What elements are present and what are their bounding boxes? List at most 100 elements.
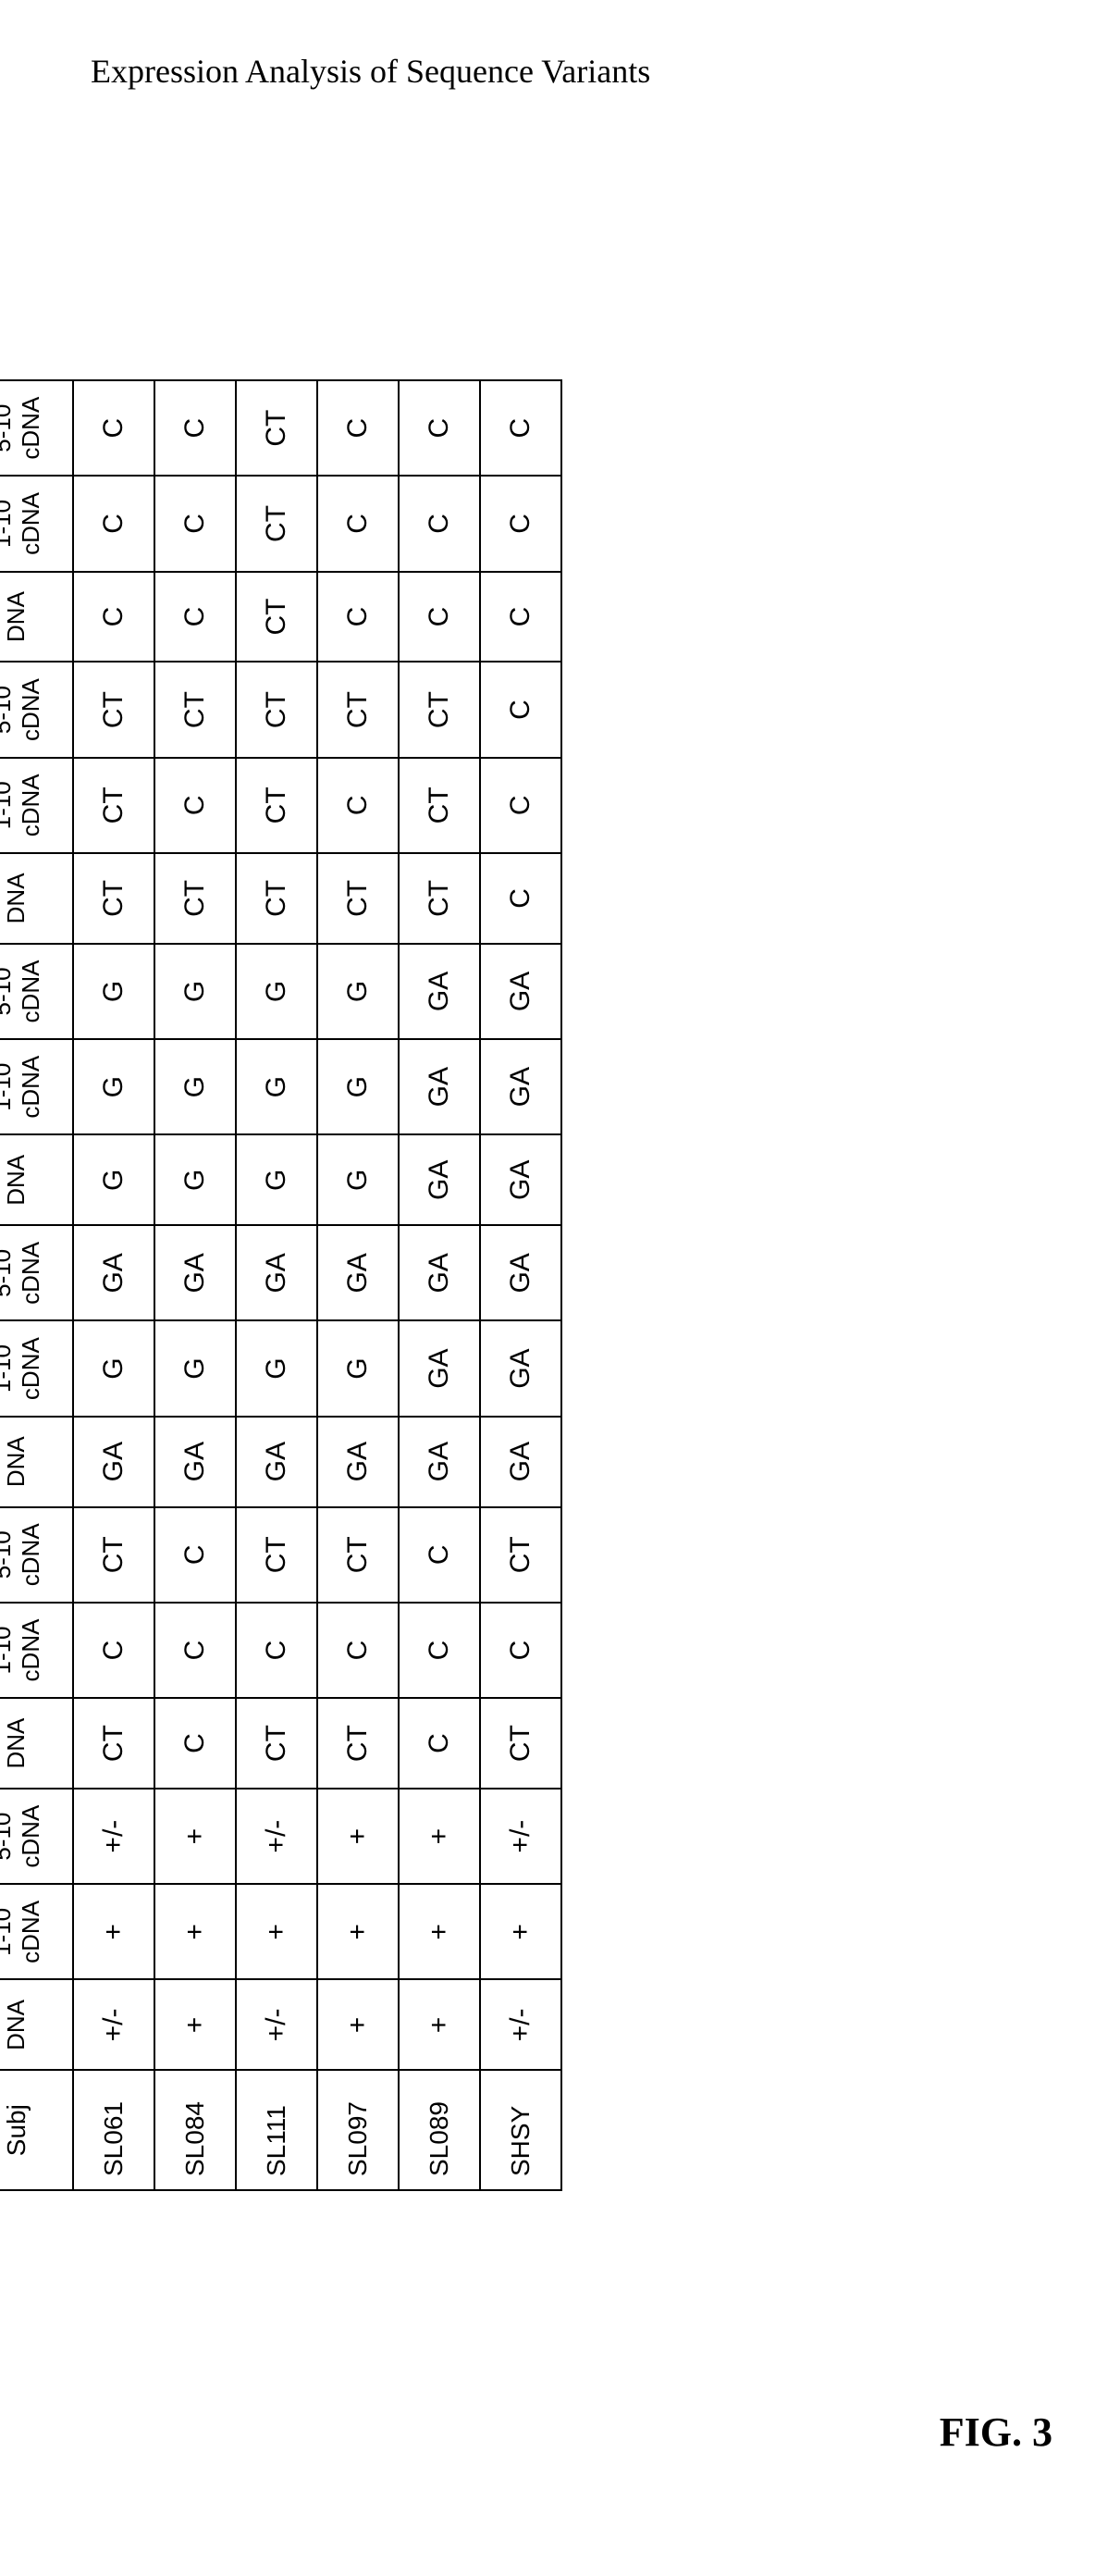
data-cell: +/- (480, 1980, 561, 2071)
subj-cell: SL089 (399, 2070, 480, 2190)
data-cell: GA (480, 1134, 561, 1225)
data-cell: G (317, 1320, 399, 1416)
data-cell: C (73, 476, 154, 571)
data-cell: CT (480, 1507, 561, 1603)
data-cell: CT (236, 1698, 317, 1789)
data-cell: +/- (236, 1789, 317, 1884)
data-cell: C (154, 572, 236, 663)
col-header: 5-10 cDNA (0, 1789, 73, 1884)
data-cell: G (73, 944, 154, 1039)
col-header: 5-10 cDNA (0, 1507, 73, 1603)
data-cell: GA (399, 1320, 480, 1416)
data-cell: + (154, 1980, 236, 2071)
data-cell: CT (236, 380, 317, 476)
data-cell: G (154, 1320, 236, 1416)
col-header: DNA (0, 572, 73, 663)
data-cell: CT (73, 1507, 154, 1603)
col-header: 1-10 cDNA (0, 1603, 73, 1698)
subj-cell: SL097 (317, 2070, 399, 2190)
data-cell: G (73, 1039, 154, 1134)
sub-header-row: Subj DNA 1-10 cDNA 5-10 cDNA DNA 1-10 cD… (0, 380, 73, 2190)
data-cell: + (154, 1789, 236, 1884)
data-cell: C (399, 1507, 480, 1603)
col-header: DNA (0, 1134, 73, 1225)
data-cell: GA (73, 1225, 154, 1320)
data-cell: C (480, 662, 561, 757)
data-cell: + (73, 1884, 154, 1979)
data-cell: G (317, 1039, 399, 1134)
data-cell: CT (73, 1698, 154, 1789)
data-cell: GA (317, 1417, 399, 1507)
data-cell: + (317, 1884, 399, 1979)
data-cell: G (73, 1320, 154, 1416)
data-cell: + (399, 1884, 480, 1979)
data-cell: C (317, 758, 399, 853)
col-header: 5-10 cDNA (0, 944, 73, 1039)
col-header: 5-10 cDNA (0, 380, 73, 476)
table-row: SL061 +/- + +/- CT C CT GA G GA G G G CT… (73, 380, 154, 2190)
data-cell: CT (236, 572, 317, 663)
variants-table: Bases 497-498 Base 654 Base 690 Base 933… (0, 379, 562, 2191)
data-cell: + (480, 1884, 561, 1979)
data-cell: C (399, 572, 480, 663)
data-cell: C (317, 572, 399, 663)
data-cell: GA (399, 1417, 480, 1507)
data-cell: C (236, 1603, 317, 1698)
col-header: 5-10 cDNA (0, 662, 73, 757)
data-cell: GA (154, 1417, 236, 1507)
data-cell: G (317, 944, 399, 1039)
subj-cell: SL061 (73, 2070, 154, 2190)
data-cell: + (399, 1789, 480, 1884)
data-cell: C (480, 572, 561, 663)
data-cell: C (154, 1603, 236, 1698)
data-cell: GA (236, 1417, 317, 1507)
data-cell: C (480, 1603, 561, 1698)
data-cell: C (317, 1603, 399, 1698)
data-cell: + (317, 1789, 399, 1884)
page-title: Expression Analysis of Sequence Variants (26, 52, 1082, 91)
data-cell: C (480, 380, 561, 476)
data-cell: G (154, 944, 236, 1039)
table-row: SL111 +/- + +/- CT C CT GA G GA G G G CT… (236, 380, 317, 2190)
data-cell: C (154, 1507, 236, 1603)
subj-cell: SL084 (154, 2070, 236, 2190)
data-cell: CT (73, 853, 154, 944)
data-cell: GA (399, 1039, 480, 1134)
data-cell: C (154, 380, 236, 476)
data-cell: C (73, 572, 154, 663)
data-cell: C (73, 1603, 154, 1698)
table-row: SL084 + + + C C C GA G GA G G G CT C CT (154, 380, 236, 2190)
data-cell: CT (236, 662, 317, 757)
table-row: SL089 + + + C C C GA GA GA GA GA GA CT C… (399, 380, 480, 2190)
data-cell: GA (480, 1417, 561, 1507)
data-cell: GA (399, 1134, 480, 1225)
col-header: 1-10 cDNA (0, 1039, 73, 1134)
data-cell: CT (236, 853, 317, 944)
data-cell: +/- (236, 1980, 317, 2071)
subj-cell: SL111 (236, 2070, 317, 2190)
col-header: DNA (0, 853, 73, 944)
data-cell: C (399, 1698, 480, 1789)
table-rotated-wrap: Bases 497-498 Base 654 Base 690 Base 933… (0, 379, 562, 2191)
col-header: 1-10 cDNA (0, 758, 73, 853)
data-cell: +/- (480, 1789, 561, 1884)
col-header: DNA (0, 1698, 73, 1789)
data-cell: + (317, 1980, 399, 2071)
col-header: 1-10 cDNA (0, 476, 73, 571)
data-cell: C (480, 758, 561, 853)
data-cell: CT (317, 853, 399, 944)
data-cell: CT (236, 476, 317, 571)
data-cell: G (236, 1320, 317, 1416)
data-cell: C (480, 853, 561, 944)
data-cell: C (154, 476, 236, 571)
data-cell: GA (317, 1225, 399, 1320)
col-header: 1-10 cDNA (0, 1320, 73, 1416)
table-row: SL097 + + + CT C CT GA G GA G G G CT C C… (317, 380, 399, 2190)
data-cell: CT (399, 758, 480, 853)
data-cell: G (236, 1039, 317, 1134)
data-cell: C (317, 476, 399, 571)
data-cell: CT (154, 662, 236, 757)
data-cell: CT (154, 853, 236, 944)
data-cell: + (399, 1980, 480, 2071)
data-cell: G (236, 1134, 317, 1225)
